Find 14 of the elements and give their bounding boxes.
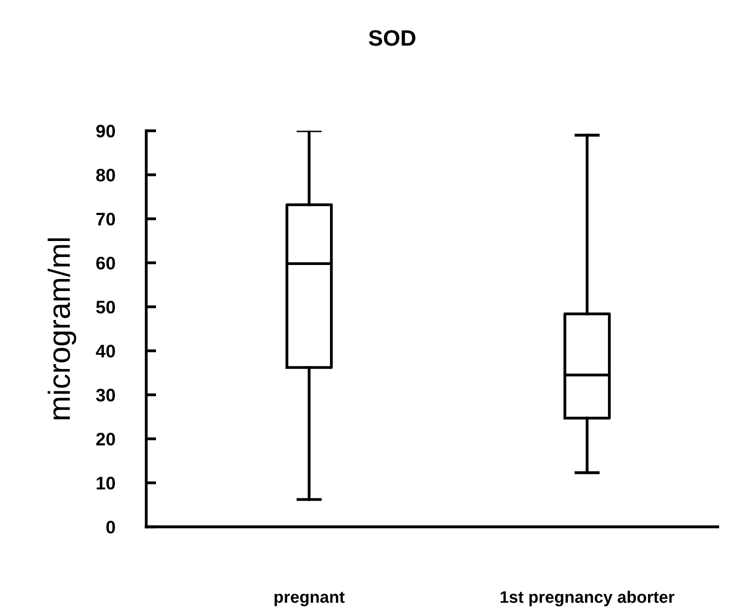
y-tick-label: 0 — [106, 520, 115, 534]
y-tick-label: 90 — [96, 124, 115, 138]
y-axis-title: microgram/ml — [48, 238, 76, 420]
chart-title: SOD — [368, 30, 416, 46]
y-tick-label: 50 — [96, 300, 115, 314]
y-tick-label: 60 — [96, 256, 115, 270]
y-tick-label: 80 — [96, 168, 115, 182]
x-tick-label: pregnant — [274, 592, 345, 606]
y-tick-label: 30 — [96, 388, 115, 402]
y-tick-label: 70 — [96, 212, 115, 226]
x-tick-label: 1st pregnancy aborter — [500, 590, 674, 606]
y-tick-label: 20 — [96, 432, 115, 446]
y-tick-label: 10 — [96, 476, 115, 490]
y-tick-label: 40 — [96, 344, 115, 358]
